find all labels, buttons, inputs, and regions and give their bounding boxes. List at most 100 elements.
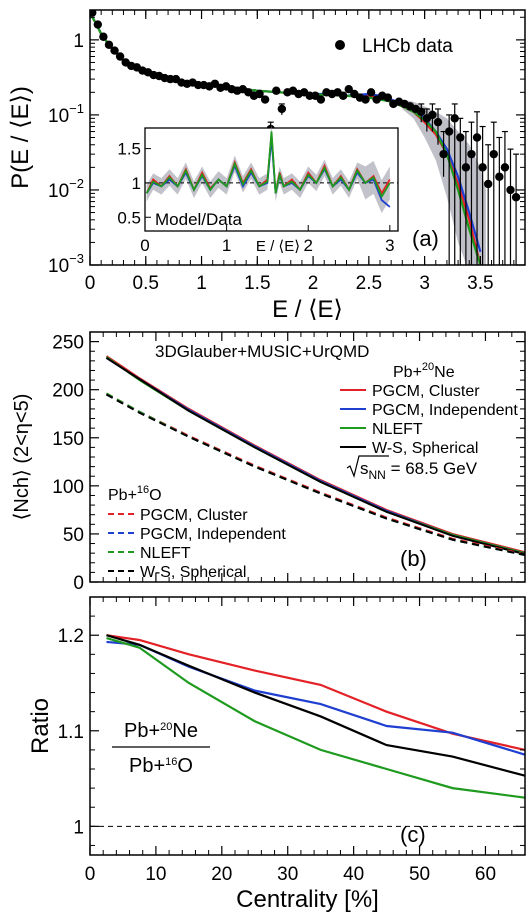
legend-label-o: PGCM, Independent [140, 526, 286, 543]
ratio-numerator-element: Ne [172, 720, 198, 742]
ratio-line-2 [106, 637, 526, 799]
x-tick-label: 2.5 [356, 273, 382, 294]
y-tick-label: 1 [73, 31, 84, 52]
plot-frame [89, 596, 526, 856]
x-tick-label: 1 [196, 273, 207, 294]
inset-x-tick-label: 0 [140, 236, 149, 255]
data-point [433, 117, 443, 127]
x-tick-label: 3 [419, 273, 430, 294]
data-point [99, 32, 108, 41]
y-axis-title: ⟨Nch⟩ (2<η<5) [11, 394, 33, 521]
group-label-o: Pb+16O [108, 484, 162, 504]
ratio-denominator: Pb+16O [129, 755, 193, 777]
x-axis-title: Centrality [%] [236, 886, 379, 913]
panel-label: (b) [400, 546, 427, 571]
y-tick-exponent: −1 [69, 101, 84, 116]
panel-label: (c) [400, 822, 426, 847]
y-tick-label: 50 [63, 525, 84, 546]
inset-x-tick-label: 2 [303, 236, 312, 255]
group-label-ne-element: Ne [434, 364, 455, 381]
legend-label-ne: PGCM, Independent [372, 402, 518, 419]
y-tick-exponent: −2 [69, 176, 84, 191]
group-label-o-element: O [149, 487, 161, 504]
y-tick-label: 250 [52, 333, 84, 354]
panel-label: (a) [412, 226, 439, 251]
data-point [93, 20, 103, 29]
x-tick-label: 20 [211, 864, 232, 885]
data-point [450, 114, 459, 123]
data-point [272, 86, 281, 95]
group-label-ne-mass: 20 [422, 361, 434, 373]
plot-area [90, 10, 521, 265]
data-point [428, 110, 437, 120]
legend-label-o: NLEFT [140, 545, 191, 562]
data-point [495, 172, 504, 181]
data-point [478, 163, 487, 172]
y-tick-label: 150 [52, 429, 84, 450]
ratio-denominator-base: Pb+ [129, 755, 165, 777]
legend-marker [335, 40, 345, 50]
panel-c: 0 10 20 30 40 50 60 1 1.1 1.2 Centrality [%] Ratio P… [27, 596, 526, 913]
group-label-ne-base: Pb+ [393, 364, 422, 381]
energy-nn: NN [369, 468, 386, 482]
data-point [90, 10, 97, 17]
ratio-numerator: Pb+20Ne [124, 720, 198, 742]
inset-y-tick-label: 0.5 [117, 208, 141, 227]
x-tick-label: 0.5 [133, 273, 159, 294]
data-point [255, 89, 264, 99]
uncertainty-band [402, 99, 486, 265]
x-tick-label: 30 [277, 864, 298, 885]
chart-title: 3DGlauber+MUSIC+UrQMD [155, 342, 369, 361]
data-point [260, 95, 270, 104]
data-point [110, 46, 119, 55]
y-tick-label: 0 [73, 573, 84, 594]
x-tick-label: 0 [85, 864, 96, 885]
data-point [472, 133, 482, 142]
data-point [417, 107, 426, 117]
group-label-o-base: Pb+ [108, 487, 137, 504]
legend-label: LHCb data [362, 36, 453, 57]
ratio-line-1 [106, 640, 526, 756]
series-line-7 [105, 393, 526, 557]
y-tick-label: 1.1 [58, 722, 84, 743]
y-tick-label: 10−1 [48, 101, 84, 127]
y-tick-base: 10 [48, 256, 69, 277]
data-point [115, 52, 125, 61]
legend-label-ne: W-S, Spherical [372, 440, 478, 457]
x-tick-label: 2 [308, 273, 319, 294]
data-point [383, 93, 393, 102]
inset-x-tick-label: 3 [385, 236, 394, 255]
data-point [344, 85, 353, 94]
data-point [361, 95, 370, 104]
x-tick-label: 3.5 [467, 273, 493, 294]
y-axis-title: P(E / ⟨E⟩) [7, 86, 34, 189]
y-tick-label: 10−3 [48, 251, 84, 277]
data-point [277, 104, 287, 114]
ratio-line-3 [106, 634, 526, 777]
y-tick-label: 1.2 [58, 626, 84, 647]
data-point [366, 88, 376, 97]
data-point [461, 163, 471, 172]
series-line-3 [105, 357, 526, 556]
data-point [506, 185, 515, 195]
data-point [456, 133, 465, 142]
inset-curve-2 [145, 131, 391, 199]
legend-label-o: W-S, Spherical [140, 564, 246, 581]
y-tick-label: 200 [52, 381, 84, 402]
y-tick-exponent: −3 [69, 251, 84, 266]
energy-value: = 68.5 GeV [386, 459, 478, 478]
panel-a: 0 0.5 1 1.5 2 2.5 3 3.510−310−210−11E / ⟨E⟩P(E … [7, 9, 526, 323]
y-tick-label: 1 [73, 817, 84, 838]
energy-s: s [360, 459, 369, 478]
data-point [316, 95, 326, 104]
ratio-numerator-base: Pb+ [124, 720, 160, 742]
legend-label-ne: PGCM, Cluster [372, 383, 480, 400]
ratio-line-0 [106, 634, 526, 751]
legend-label-ne: NLEFT [372, 421, 423, 438]
energy-label: sNN = 68.5 GeV [360, 459, 478, 482]
inset-plot [145, 123, 398, 214]
data-point [439, 149, 448, 159]
data-point [489, 149, 498, 159]
y-axis-title: Ratio [27, 698, 54, 754]
